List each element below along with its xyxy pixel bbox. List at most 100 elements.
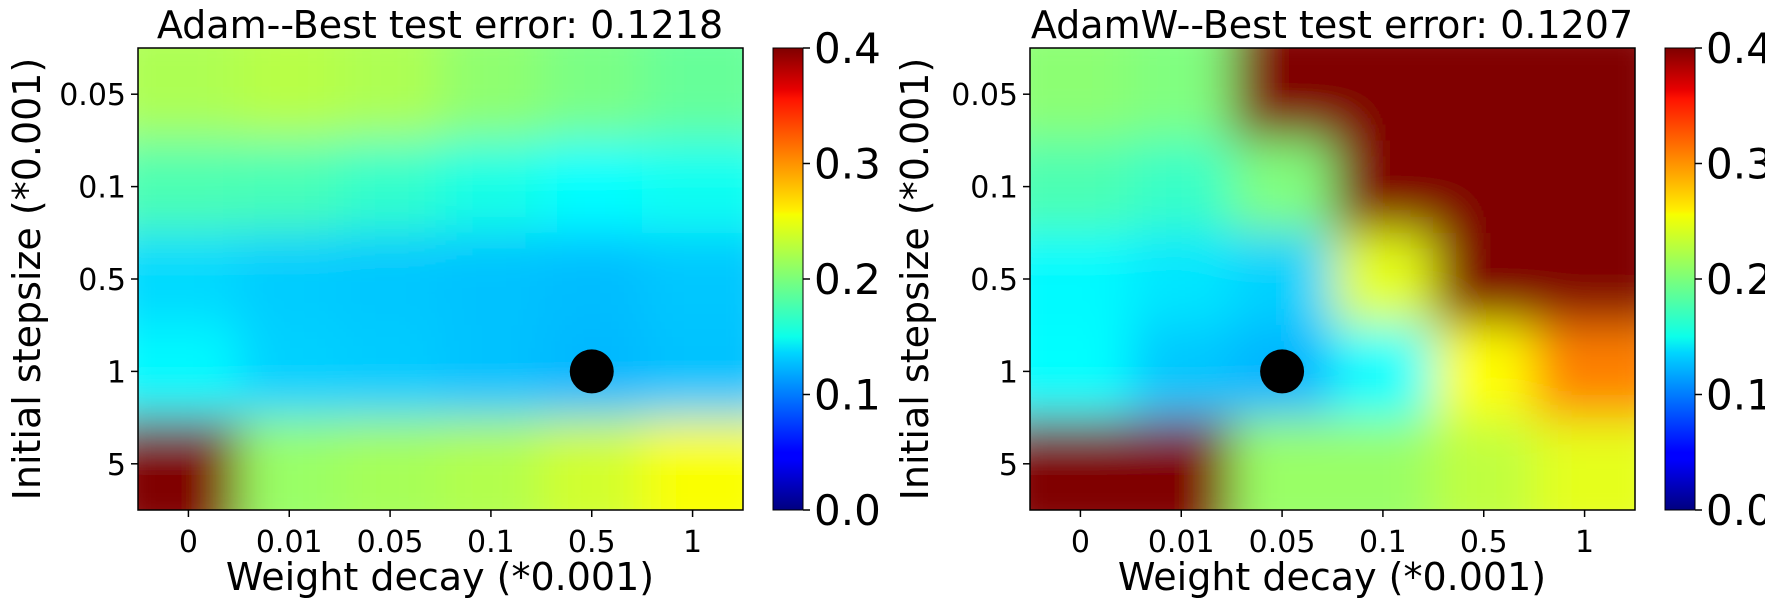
x-tick-label: 0.1 — [467, 525, 515, 560]
heatmap-panel-adamw: AdamW--Best test error: 0.1207 0 0.0 1 0.05… — [893, 3, 1765, 599]
heatmap-cells — [138, 48, 743, 510]
heatmap-cell — [1130, 140, 1233, 234]
x-tick-label: 1 — [1575, 525, 1594, 560]
y-tick-label: 0.5 — [970, 263, 1018, 298]
y-axis-ticks: 0.05 0.1 0.5 1 5 — [951, 78, 1030, 483]
heatmap-cell — [1030, 325, 1132, 419]
y-axis-ticks: 0.05 0.1 0.5 1 5 — [59, 78, 138, 483]
heatmap-cell — [541, 232, 643, 326]
heatmap-cell — [541, 417, 643, 510]
heatmap-cell — [1534, 232, 1635, 326]
heatmap-cell — [1231, 140, 1333, 234]
heatmap-cell — [1534, 48, 1635, 141]
x-axis-label: Weight decay (*0.001) — [1118, 555, 1546, 599]
colorbar-tick-label: 0.0 — [1706, 486, 1765, 535]
heatmap-cell — [440, 48, 542, 141]
chart-title: AdamW--Best test error: 0.1207 — [1031, 3, 1633, 47]
heatmap-cell — [138, 417, 240, 510]
y-tick-label: 0.1 — [78, 171, 126, 206]
heatmap-area — [1030, 48, 1635, 510]
heatmap-cell — [1231, 48, 1333, 141]
y-axis-label: Initial stepsize (*0.001) — [5, 58, 49, 501]
heatmap-cell — [1433, 48, 1535, 141]
x-axis-ticks: 0 0.01 0.05 0.1 0.5 1 — [179, 510, 702, 560]
heatmap-cell — [1332, 417, 1434, 510]
x-axis-ticks: 0 0.01 0.05 0.1 0.5 1 — [1071, 510, 1594, 560]
heatmap-cell — [339, 325, 441, 419]
colorbar-tick-label: 0.2 — [1706, 255, 1765, 304]
heatmap-cell — [541, 140, 643, 234]
heatmap-cell — [1433, 140, 1535, 234]
colorbar-tick-label: 0.0 — [814, 486, 881, 535]
colorbar: 0.0 0.1 0.2 0.3 0.4 — [772, 24, 881, 535]
heatmap-cell — [440, 417, 542, 510]
heatmap-cell — [339, 417, 441, 510]
heatmap-cell — [1433, 325, 1535, 419]
heatmap-cell — [138, 140, 240, 234]
heatmap-cell — [1231, 232, 1333, 326]
colorbar-tick-label: 0.3 — [814, 140, 881, 189]
colorbar-tick-label: 0.4 — [1706, 24, 1765, 73]
y-tick-label: 5 — [107, 448, 126, 483]
heatmap-cell — [339, 48, 441, 141]
x-tick-label: 0.5 — [1460, 525, 1508, 560]
colorbar-ticks: 0.0 0.1 0.2 0.3 0.4 — [1695, 24, 1765, 535]
heatmap-cell — [1534, 417, 1635, 510]
chart-title: Adam--Best test error: 0.1218 — [157, 3, 723, 47]
colorbar-gradient — [772, 47, 804, 511]
y-tick-label: 1 — [999, 355, 1018, 390]
y-tick-label: 0.5 — [78, 263, 126, 298]
x-tick-label: 0 — [1071, 525, 1090, 560]
heatmap-area — [138, 48, 743, 510]
heatmap-cell — [1534, 140, 1635, 234]
heatmap-cell — [1231, 417, 1333, 510]
heatmap-cell — [238, 417, 341, 510]
heatmap-cell — [138, 325, 240, 419]
colorbar-ticks: 0.0 0.1 0.2 0.3 0.4 — [803, 24, 881, 535]
y-tick-label: 0.1 — [970, 171, 1018, 206]
colorbar: 0.0 0.1 0.2 0.3 0.4 — [1664, 24, 1765, 535]
colorbar-tick-label: 0.4 — [814, 24, 881, 73]
x-tick-label: 0.05 — [1249, 525, 1316, 560]
heatmap-cell — [642, 417, 743, 510]
y-tick-label: 0.05 — [59, 78, 126, 113]
colorbar-tick-label: 0.1 — [814, 371, 881, 420]
heatmap-cell — [138, 48, 240, 141]
heatmap-cell — [339, 140, 441, 234]
y-tick-label: 1 — [107, 355, 126, 390]
heatmap-cell — [1130, 325, 1233, 419]
colorbar-gradient — [1664, 47, 1696, 511]
heatmap-cell — [1030, 140, 1132, 234]
heatmap-cell — [238, 325, 341, 419]
y-tick-label: 0.05 — [951, 78, 1018, 113]
x-tick-label: 1 — [683, 525, 702, 560]
heatmap-cell — [1030, 48, 1132, 141]
heatmap-cells — [1030, 48, 1635, 510]
heatmap-cell — [1332, 232, 1434, 326]
heatmap-cell — [1030, 417, 1132, 510]
heatmap-cell — [1433, 232, 1535, 326]
heatmap-cell — [642, 325, 743, 419]
heatmap-cell — [541, 48, 643, 141]
best-point-marker — [569, 349, 614, 394]
heatmap-cell — [1030, 232, 1132, 326]
heatmap-cell — [238, 232, 341, 326]
best-point-marker — [1260, 349, 1305, 394]
x-tick-label: 0.05 — [357, 525, 424, 560]
heatmap-cell — [642, 48, 743, 141]
heatmap-cell — [1332, 48, 1434, 141]
heatmap-cell — [238, 140, 341, 234]
x-tick-label: 0.1 — [1359, 525, 1407, 560]
y-axis-label: Initial stepsize (*0.001) — [893, 58, 937, 501]
heatmap-cell — [1130, 232, 1233, 326]
x-tick-label: 0.01 — [256, 525, 323, 560]
heatmap-cell — [238, 48, 341, 141]
x-axis-label: Weight decay (*0.001) — [226, 555, 654, 599]
heatmap-cell — [440, 325, 542, 419]
x-tick-label: 0 — [179, 525, 198, 560]
heatmap-cell — [1332, 325, 1434, 419]
heatmap-cell — [1332, 140, 1434, 234]
colorbar-tick-label: 0.2 — [814, 255, 881, 304]
heatmap-cell — [1130, 48, 1233, 141]
